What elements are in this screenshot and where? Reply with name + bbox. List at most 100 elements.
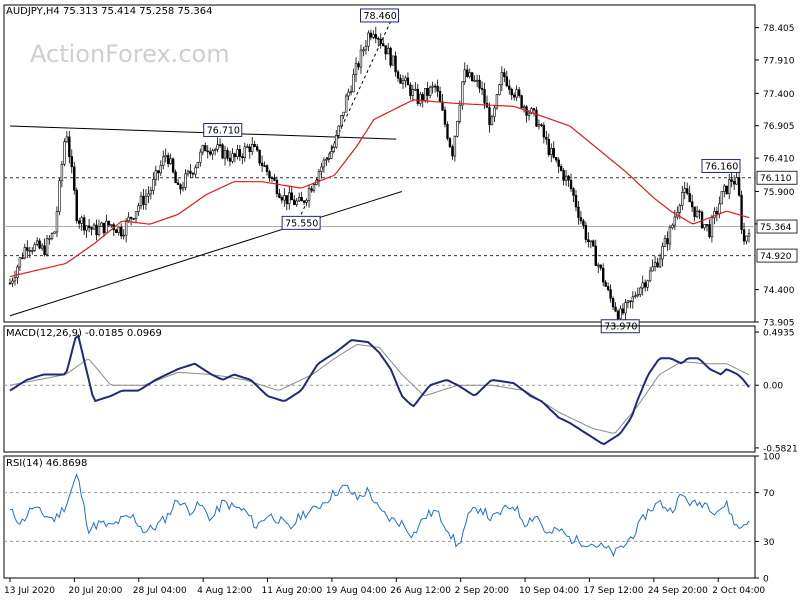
candle-body	[522, 106, 526, 109]
x-tick-label: 2 Oct 04:00	[712, 586, 765, 596]
macd-signal-line	[9, 343, 750, 434]
candle-body	[216, 144, 219, 150]
candle-body	[97, 226, 101, 236]
candle-body	[718, 203, 721, 214]
candle-body	[594, 245, 597, 266]
candle-body	[658, 258, 662, 268]
candle-body	[498, 84, 501, 95]
x-tick-label: 24 Sep 20:00	[648, 586, 708, 596]
candle-body	[290, 192, 293, 201]
candle-body	[631, 296, 635, 302]
candle-body	[532, 108, 536, 111]
candle-body	[436, 85, 439, 92]
candle-body	[248, 146, 251, 152]
price-ytick-label: 75.900	[763, 188, 795, 198]
candle-body	[401, 80, 405, 84]
candle-body	[100, 222, 103, 227]
candle-body	[70, 156, 73, 168]
candle-body	[35, 240, 39, 245]
candle-body	[330, 151, 333, 159]
price-level-label: 74.920	[760, 252, 792, 262]
candle-body	[218, 144, 222, 146]
candle-body	[725, 185, 728, 194]
candle-body	[184, 173, 187, 188]
candle-body	[221, 144, 224, 159]
candle-body	[367, 32, 370, 47]
candle-body	[641, 282, 644, 289]
candle-body	[75, 189, 78, 222]
candle-body	[683, 188, 686, 193]
candle-body	[611, 297, 615, 308]
x-tick-label: 19 Aug 04:00	[326, 586, 387, 596]
candle-body	[428, 86, 432, 96]
price-level-box	[756, 248, 798, 263]
candle-body	[171, 158, 175, 173]
candle-body	[409, 84, 412, 96]
candle-body	[730, 179, 733, 182]
candle-body	[45, 238, 49, 255]
candle-body	[495, 94, 499, 109]
candle-body	[500, 72, 504, 86]
candle-body	[396, 71, 400, 79]
candle-body	[443, 109, 447, 125]
candle-body	[458, 104, 462, 122]
candle-body	[653, 262, 657, 268]
candle-body	[461, 81, 464, 106]
candle-body	[307, 188, 311, 201]
candle-body	[384, 45, 387, 55]
candle-body	[540, 124, 543, 126]
candle-body	[480, 88, 484, 90]
candle-body	[369, 32, 373, 38]
candle-body	[55, 211, 59, 233]
candle-body	[300, 197, 303, 202]
candle-body	[372, 34, 375, 38]
candle-body	[347, 91, 350, 97]
candle-body	[270, 177, 274, 179]
rsi-header: RSI(14) 46.8698	[6, 458, 87, 469]
candle-body	[137, 205, 140, 212]
candle-body	[295, 200, 298, 205]
candle-body	[681, 192, 684, 206]
x-tick-label: 10 Sep 04:00	[519, 586, 579, 596]
candle-body	[740, 194, 743, 231]
candle-body	[559, 166, 563, 171]
candle-body	[661, 246, 664, 260]
candle-body	[142, 195, 145, 205]
candle-body	[213, 149, 217, 151]
candle-body	[246, 146, 249, 149]
candle-body	[179, 184, 182, 190]
candle-body	[255, 146, 259, 151]
candle-body	[698, 210, 701, 213]
candle-body	[26, 247, 29, 251]
candle-body	[713, 211, 716, 218]
x-tick-label: 13 Jul 2020	[4, 586, 55, 596]
price-ytick-label: 77.910	[763, 56, 795, 66]
candle-body	[68, 136, 71, 157]
candle-body	[636, 294, 639, 297]
candle-body	[732, 181, 736, 185]
candle-body	[614, 306, 617, 312]
candle-body	[102, 222, 106, 234]
candle-body	[468, 72, 471, 77]
annotation-label: 78.460	[364, 11, 397, 22]
candle-body	[542, 125, 546, 138]
candle-body	[646, 280, 649, 288]
candle-body	[87, 225, 91, 228]
candle-body	[278, 193, 281, 198]
candle-body	[545, 136, 548, 140]
candle-body	[40, 245, 44, 249]
candle-body	[651, 266, 654, 272]
candle-body	[362, 49, 365, 52]
price-level-box	[756, 219, 798, 234]
candle-body	[176, 182, 180, 185]
candle-body	[258, 149, 261, 164]
candle-body	[342, 111, 345, 116]
candle-body	[466, 69, 469, 77]
candle-body	[233, 153, 237, 158]
candle-body	[377, 38, 380, 40]
candle-body	[189, 170, 192, 174]
candle-body	[424, 88, 427, 101]
candle-body	[310, 188, 313, 191]
candle-body	[293, 199, 296, 205]
candle-body	[433, 85, 437, 88]
